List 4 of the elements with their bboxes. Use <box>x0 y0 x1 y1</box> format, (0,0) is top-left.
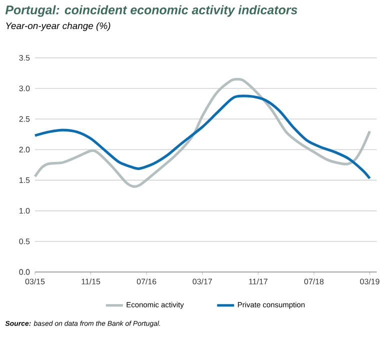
line-series <box>34 94 372 180</box>
chart-title: Portugal: coincident economic activity indicators <box>5 5 298 17</box>
chart-subtitle: Year-on-year change (%) <box>6 22 110 32</box>
line-series <box>34 78 372 188</box>
